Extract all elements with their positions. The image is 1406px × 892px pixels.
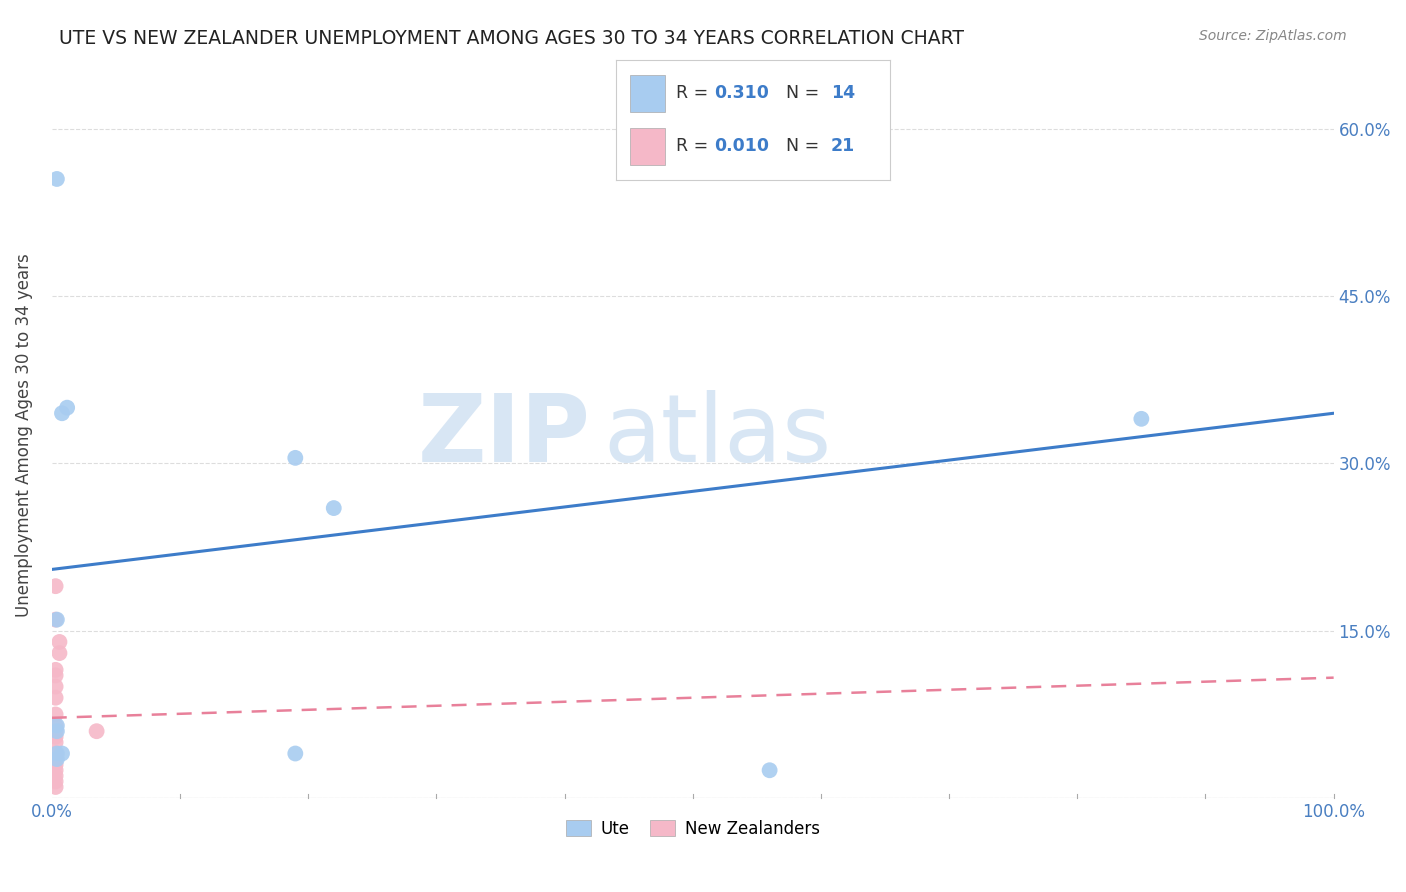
Point <box>56 401 79 415</box>
Point <box>45 752 67 766</box>
Point <box>48 646 70 660</box>
Bar <box>630 76 665 112</box>
Text: 0.010: 0.010 <box>714 137 769 155</box>
Point <box>45 613 67 627</box>
Point <box>45 690 67 705</box>
Point <box>45 764 67 778</box>
Point <box>45 752 67 766</box>
Text: Source: ZipAtlas.com: Source: ZipAtlas.com <box>1199 29 1347 43</box>
Point <box>48 635 70 649</box>
Point <box>51 406 73 420</box>
Point <box>45 747 67 761</box>
Point <box>45 780 67 794</box>
Point <box>45 757 67 772</box>
Point <box>45 769 67 783</box>
Point <box>45 663 67 677</box>
Text: R =: R = <box>676 85 714 103</box>
Point <box>45 730 67 744</box>
Text: atlas: atlas <box>603 390 831 482</box>
Point <box>45 680 67 694</box>
Point <box>45 735 67 749</box>
Point <box>45 747 67 761</box>
Point <box>45 613 67 627</box>
Y-axis label: Unemployment Among Ages 30 to 34 years: Unemployment Among Ages 30 to 34 years <box>15 253 32 617</box>
Point <box>45 774 67 789</box>
Text: R =: R = <box>676 137 714 155</box>
Point <box>45 668 67 682</box>
Point <box>45 718 67 732</box>
Point <box>284 450 307 465</box>
Point <box>45 707 67 722</box>
Point <box>45 579 67 593</box>
Text: N =: N = <box>775 137 824 155</box>
Legend: Ute, New Zealanders: Ute, New Zealanders <box>560 813 827 844</box>
Point <box>322 501 344 516</box>
Point <box>284 747 307 761</box>
Bar <box>630 128 665 164</box>
Point <box>1130 412 1153 426</box>
Point <box>758 764 780 778</box>
Point <box>51 747 73 761</box>
Text: 21: 21 <box>831 137 855 155</box>
Point <box>45 718 67 732</box>
Point <box>86 724 108 739</box>
Text: ZIP: ZIP <box>418 390 591 482</box>
Point <box>45 172 67 186</box>
Point <box>45 724 67 739</box>
Text: 0.310: 0.310 <box>714 85 769 103</box>
Text: UTE VS NEW ZEALANDER UNEMPLOYMENT AMONG AGES 30 TO 34 YEARS CORRELATION CHART: UTE VS NEW ZEALANDER UNEMPLOYMENT AMONG … <box>59 29 965 47</box>
Text: 14: 14 <box>831 85 855 103</box>
Text: N =: N = <box>775 85 824 103</box>
Point <box>45 724 67 739</box>
